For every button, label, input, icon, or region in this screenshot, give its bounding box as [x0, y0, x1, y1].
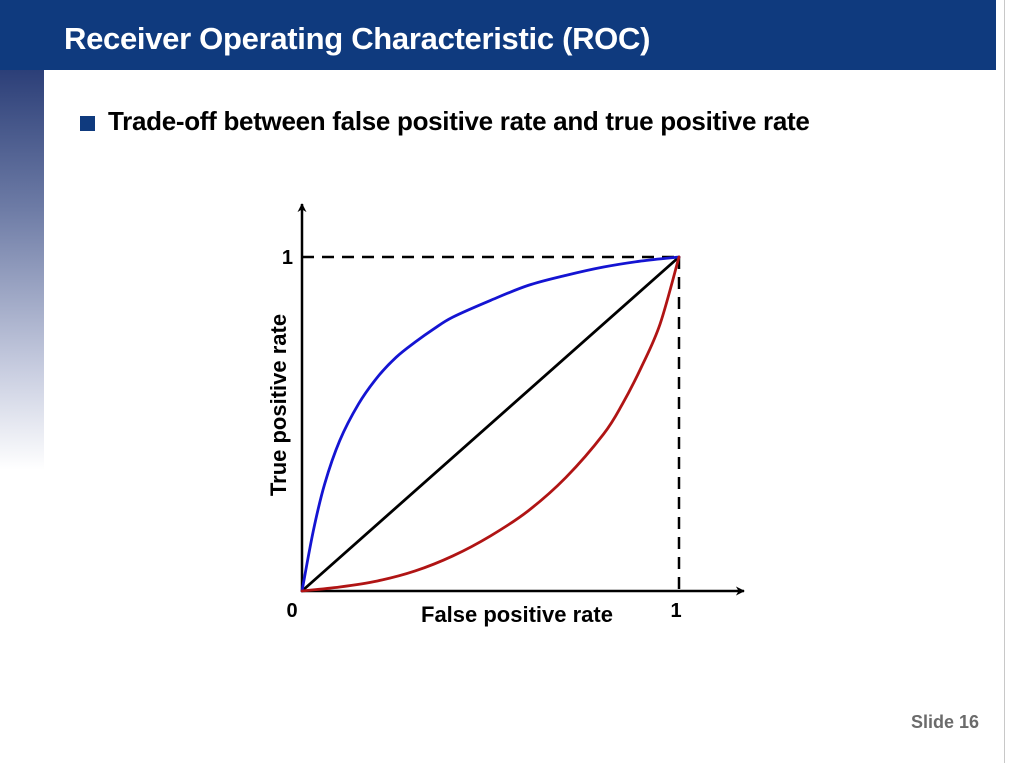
left-decoration: [0, 70, 44, 470]
x-axis-label: False positive rate: [421, 602, 613, 627]
reference-lines: [302, 255, 681, 591]
y-axis-label: True positive rate: [266, 314, 291, 496]
bullet-text: Trade-off between false positive rate an…: [108, 106, 810, 136]
title-bar: Receiver Operating Characteristic (ROC): [0, 0, 996, 70]
diagonal-series-line: [300, 255, 681, 593]
lower-curve-series-line: [300, 255, 681, 593]
x-tick-label: 0: [286, 600, 297, 622]
x-tick-label: 1: [670, 600, 681, 622]
slide-number: Slide 16: [910, 712, 979, 732]
bullet-icon: [80, 116, 95, 131]
slide-title: Receiver Operating Characteristic (ROC): [64, 21, 651, 56]
tick-labels: 0 1 1: [282, 247, 682, 622]
right-border-line: [1004, 0, 1005, 763]
series-layer: [300, 255, 681, 593]
upper-curve-series-line: [300, 255, 681, 593]
y-tick-label: 1: [282, 247, 293, 269]
